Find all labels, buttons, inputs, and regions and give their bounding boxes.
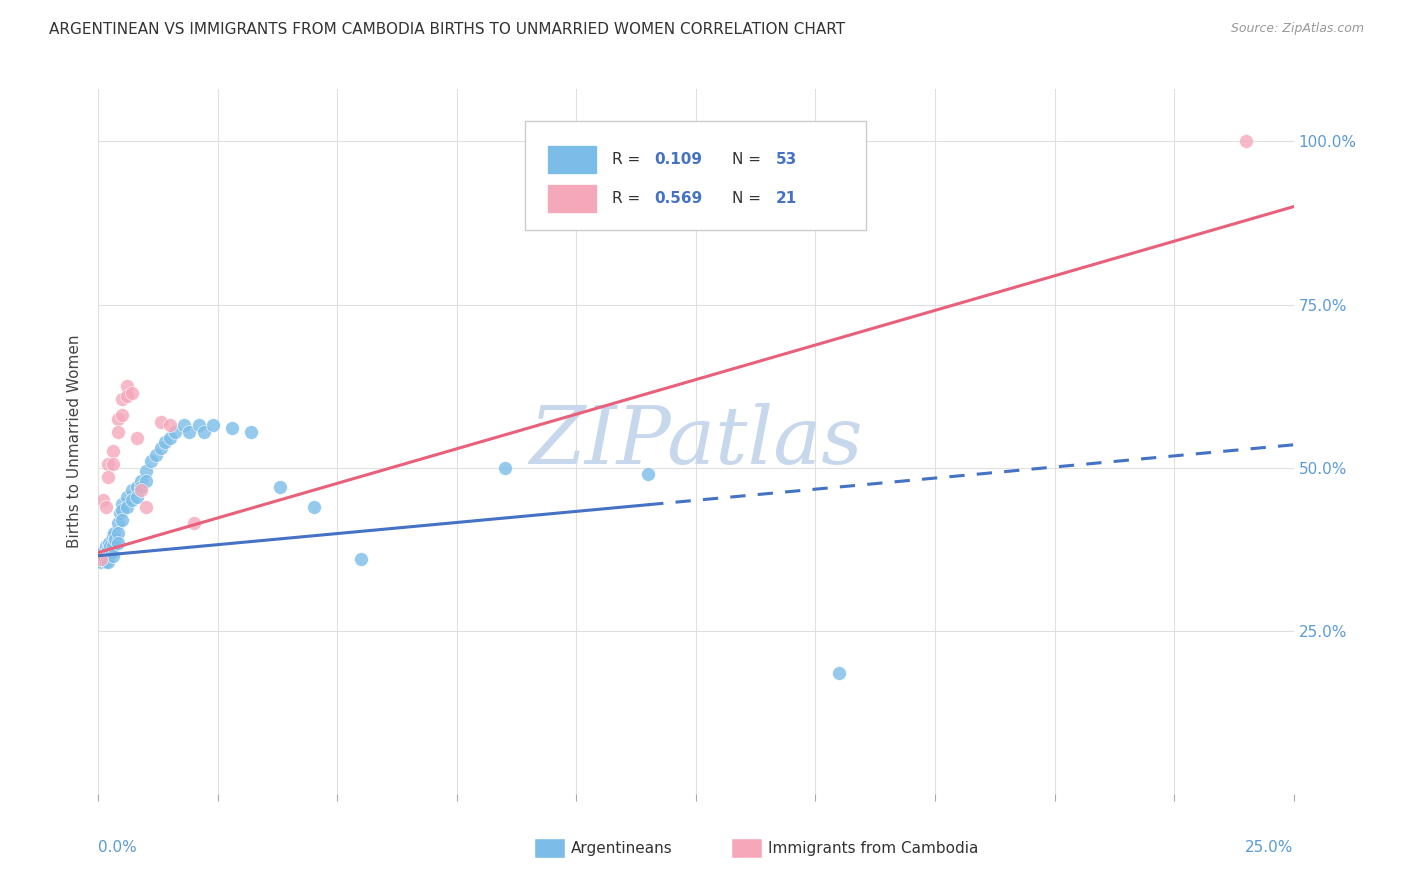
FancyBboxPatch shape — [524, 121, 866, 230]
Point — [91, 493, 114, 508]
Point — [828, 666, 851, 681]
Point — [159, 431, 181, 445]
Text: Source: ZipAtlas.com: Source: ZipAtlas.com — [1230, 22, 1364, 36]
Point — [193, 425, 215, 439]
Text: R =: R = — [613, 191, 645, 206]
Text: 53: 53 — [776, 153, 797, 167]
Point — [101, 549, 124, 563]
FancyBboxPatch shape — [547, 184, 596, 213]
Text: R =: R = — [613, 153, 645, 167]
Point — [94, 555, 117, 569]
Point — [1234, 135, 1257, 149]
Point — [107, 535, 129, 549]
Point — [155, 434, 177, 449]
Point — [103, 525, 125, 540]
Point — [125, 490, 148, 504]
Point — [131, 483, 153, 498]
Point — [135, 474, 157, 488]
Point — [107, 516, 129, 530]
Text: N =: N = — [733, 191, 766, 206]
Point — [111, 503, 134, 517]
Point — [94, 500, 117, 514]
Point — [125, 480, 148, 494]
Point — [97, 542, 120, 557]
Point — [115, 389, 138, 403]
Point — [90, 555, 112, 569]
Point — [111, 513, 134, 527]
Point — [98, 539, 122, 553]
Point — [163, 425, 186, 439]
Point — [269, 480, 291, 494]
Text: ARGENTINEAN VS IMMIGRANTS FROM CAMBODIA BIRTHS TO UNMARRIED WOMEN CORRELATION CH: ARGENTINEAN VS IMMIGRANTS FROM CAMBODIA … — [49, 22, 845, 37]
Text: Argentineans: Argentineans — [571, 841, 672, 855]
Point — [111, 496, 134, 510]
Point — [101, 529, 124, 543]
Point — [115, 490, 138, 504]
Point — [202, 418, 225, 433]
Point — [97, 549, 120, 563]
Point — [173, 418, 195, 433]
Point — [179, 425, 201, 439]
Point — [131, 480, 153, 494]
Y-axis label: Births to Unmarried Women: Births to Unmarried Women — [67, 334, 83, 549]
Point — [159, 418, 181, 433]
Point — [302, 500, 325, 514]
Point — [240, 425, 263, 439]
Point — [101, 545, 124, 559]
Text: 0.569: 0.569 — [654, 191, 703, 206]
Point — [101, 444, 124, 458]
Point — [139, 454, 162, 468]
Point — [97, 535, 120, 549]
Point — [107, 411, 129, 425]
Point — [91, 545, 114, 559]
Text: 0.0%: 0.0% — [98, 839, 138, 855]
FancyBboxPatch shape — [547, 145, 596, 175]
Point — [93, 552, 115, 566]
Point — [149, 441, 172, 455]
Text: ZIPatlas: ZIPatlas — [529, 403, 863, 480]
Point — [96, 545, 118, 559]
Point — [494, 460, 516, 475]
Point — [183, 516, 205, 530]
Point — [111, 392, 134, 406]
Point — [97, 555, 120, 569]
Point — [97, 458, 120, 472]
Point — [125, 431, 148, 445]
Text: 21: 21 — [776, 191, 797, 206]
Point — [121, 493, 143, 508]
Point — [101, 539, 124, 553]
Point — [107, 525, 129, 540]
Text: 25.0%: 25.0% — [1246, 839, 1294, 855]
Point — [149, 415, 172, 429]
Point — [145, 448, 167, 462]
Point — [115, 379, 138, 393]
Point — [111, 409, 134, 423]
Point — [115, 500, 138, 514]
Point — [121, 483, 143, 498]
Text: 0.109: 0.109 — [654, 153, 702, 167]
Point — [104, 533, 127, 547]
Point — [108, 506, 131, 520]
Point — [135, 464, 157, 478]
Point — [135, 500, 157, 514]
Point — [101, 458, 124, 472]
Point — [637, 467, 659, 482]
Point — [107, 425, 129, 439]
Point — [121, 385, 143, 400]
Point — [221, 421, 243, 435]
Point — [97, 470, 120, 484]
Point — [90, 552, 112, 566]
Text: N =: N = — [733, 153, 766, 167]
Point — [131, 474, 153, 488]
Point — [187, 418, 209, 433]
Point — [94, 539, 117, 553]
Text: Immigrants from Cambodia: Immigrants from Cambodia — [768, 841, 979, 855]
Point — [350, 552, 373, 566]
